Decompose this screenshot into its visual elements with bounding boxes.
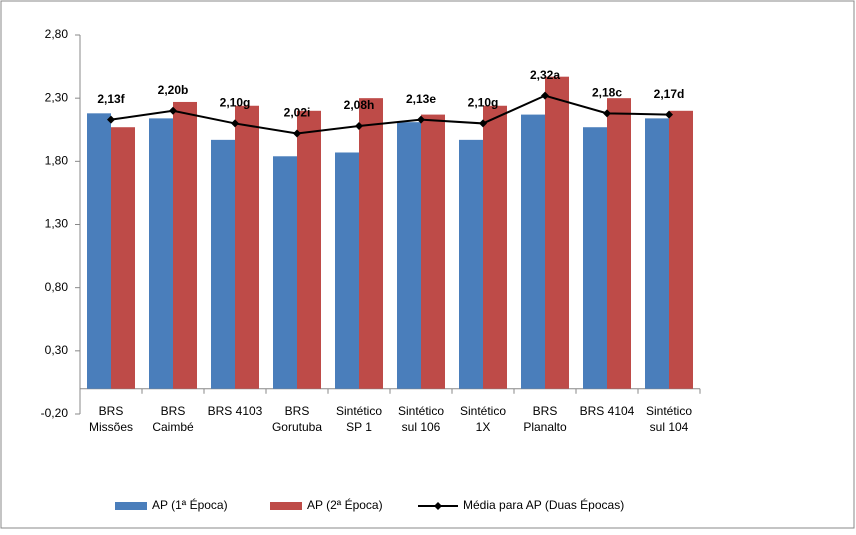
bar xyxy=(669,110,693,389)
mean-line xyxy=(110,94,670,135)
x-tick-label: Missões xyxy=(89,420,133,434)
x-tick-label: Caimbé xyxy=(152,420,194,434)
x-tick-label: Planalto xyxy=(523,420,567,434)
mean-marker xyxy=(665,110,673,119)
mean-marker xyxy=(417,115,425,124)
mean-marker xyxy=(479,119,487,128)
y-tick-label: 1,80 xyxy=(45,154,69,168)
bar xyxy=(87,113,111,389)
x-tick-label: SP 1 xyxy=(346,420,372,434)
x-tick-label: Sintético xyxy=(336,404,382,418)
x-tick-label: BRS 4103 xyxy=(208,404,263,418)
x-tick-label: BRS xyxy=(99,404,124,418)
bar xyxy=(645,118,669,389)
mean-marker xyxy=(541,91,549,100)
value-label: 2,17d xyxy=(654,87,685,101)
x-tick-label: BRS 4104 xyxy=(580,404,635,418)
x-tick-label: Sintético xyxy=(646,404,692,418)
value-label: 2,08h xyxy=(344,98,375,112)
y-tick-label: 0,30 xyxy=(45,343,69,357)
bar xyxy=(459,139,483,389)
bar xyxy=(583,127,607,389)
value-label: 2,13f xyxy=(97,92,125,106)
bar xyxy=(335,152,359,389)
legend-label: AP (1ª Época) xyxy=(152,497,228,512)
value-label: 2,13e xyxy=(406,92,436,106)
bar xyxy=(297,110,321,389)
bar xyxy=(607,98,631,389)
legend-swatch xyxy=(115,502,147,510)
mean-marker xyxy=(355,121,363,130)
mean-marker xyxy=(603,109,611,118)
x-tick-label: BRS xyxy=(161,404,186,418)
x-tick-label: Sintético xyxy=(398,404,444,418)
bar xyxy=(149,118,173,389)
x-tick-label: sul 106 xyxy=(402,420,441,434)
x-tick-label: BRS xyxy=(285,404,310,418)
value-label: 2,18c xyxy=(592,85,622,99)
x-tick-label: 1X xyxy=(476,420,491,434)
x-tick-label: Sintético xyxy=(460,404,506,418)
value-label: 2,20b xyxy=(158,83,189,97)
y-tick-label: -0,20 xyxy=(41,406,69,420)
y-tick-label: 0,80 xyxy=(45,280,69,294)
value-label: 2,10g xyxy=(220,96,251,110)
y-tick-label: 2,30 xyxy=(45,90,69,104)
mean-marker xyxy=(107,115,115,124)
bar xyxy=(397,122,421,389)
bar xyxy=(235,105,259,389)
bar xyxy=(483,105,507,389)
y-tick-label: 2,80 xyxy=(45,27,69,41)
x-tick-label: sul 104 xyxy=(650,420,689,434)
value-label: 2,32a xyxy=(530,68,560,82)
mean-marker xyxy=(169,106,177,115)
bar xyxy=(421,114,445,389)
bar xyxy=(521,114,545,389)
legend-label: AP (2ª Época) xyxy=(307,497,383,512)
bar xyxy=(211,139,235,389)
value-label: 2,02i xyxy=(284,106,311,120)
bar xyxy=(273,156,297,389)
legend-label: Média para AP (Duas Épocas) xyxy=(463,497,624,512)
y-tick-label: 1,30 xyxy=(45,217,69,231)
bar xyxy=(359,98,383,389)
bar xyxy=(111,127,135,389)
legend-marker xyxy=(434,502,442,510)
value-label: 2,10g xyxy=(468,96,499,110)
bar xyxy=(545,76,569,389)
x-tick-label: Gorutuba xyxy=(272,420,322,434)
legend-swatch xyxy=(270,502,302,510)
mean-marker xyxy=(231,119,239,128)
x-tick-label: BRS xyxy=(533,404,558,418)
bar xyxy=(173,101,197,389)
mean-marker xyxy=(293,129,301,138)
